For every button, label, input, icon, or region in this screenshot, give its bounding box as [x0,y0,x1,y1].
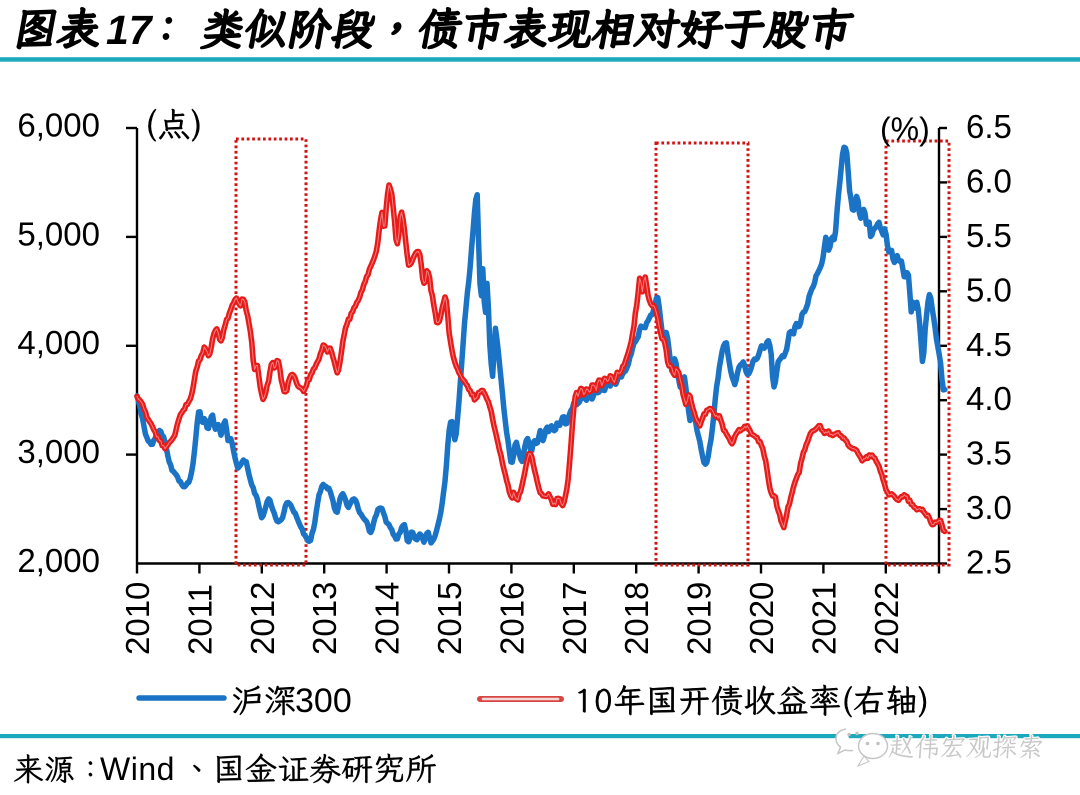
svg-text:2013: 2013 [306,582,343,655]
svg-text:2.5: 2.5 [966,544,1012,581]
svg-text:5.5: 5.5 [966,217,1012,254]
svg-text:2012: 2012 [244,582,281,655]
svg-text:2017: 2017 [556,582,593,655]
svg-text:2021: 2021 [805,582,842,655]
svg-text:6,000: 6,000 [17,107,100,144]
svg-text:2016: 2016 [493,582,530,655]
svg-text:2019: 2019 [681,582,718,655]
svg-text:2,000: 2,000 [17,542,100,579]
svg-text:6.0: 6.0 [966,162,1012,199]
svg-text:17: 17 [106,7,154,53]
svg-text:2011: 2011 [181,584,218,655]
svg-text:(%): (%) [880,111,930,147]
svg-text:3.0: 3.0 [966,489,1012,526]
svg-text:3,000: 3,000 [17,433,100,470]
svg-text:Wind: Wind [100,751,175,787]
svg-text:2020: 2020 [743,582,780,655]
svg-text:300: 300 [295,682,352,720]
svg-text:2014: 2014 [369,582,406,655]
svg-text:4.5: 4.5 [966,326,1012,363]
svg-text:2022: 2022 [868,582,905,655]
svg-text:2010: 2010 [119,582,156,655]
svg-text:4,000: 4,000 [17,324,100,361]
svg-text:4.0: 4.0 [966,380,1012,417]
svg-text:3.5: 3.5 [966,435,1012,472]
svg-text:5,000: 5,000 [17,215,100,252]
svg-text:5.0: 5.0 [966,271,1012,308]
svg-text:2018: 2018 [618,582,655,655]
svg-text:2015: 2015 [431,582,468,655]
svg-text:6.5: 6.5 [966,108,1012,145]
